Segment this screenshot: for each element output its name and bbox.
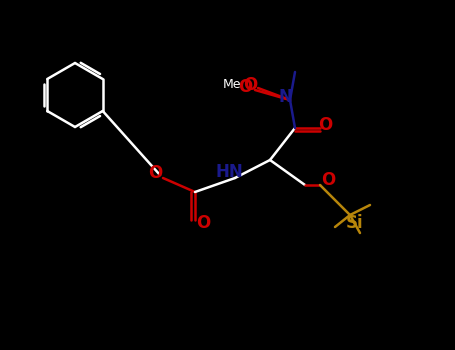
Text: O: O: [321, 171, 335, 189]
Text: O: O: [318, 116, 332, 134]
Text: O: O: [243, 76, 257, 94]
Text: O: O: [238, 78, 252, 96]
Text: Si: Si: [346, 214, 364, 232]
Text: Me: Me: [223, 77, 241, 91]
Text: N: N: [278, 88, 292, 106]
Text: O: O: [196, 214, 210, 232]
Text: O: O: [148, 164, 162, 182]
Text: HN: HN: [215, 163, 243, 181]
